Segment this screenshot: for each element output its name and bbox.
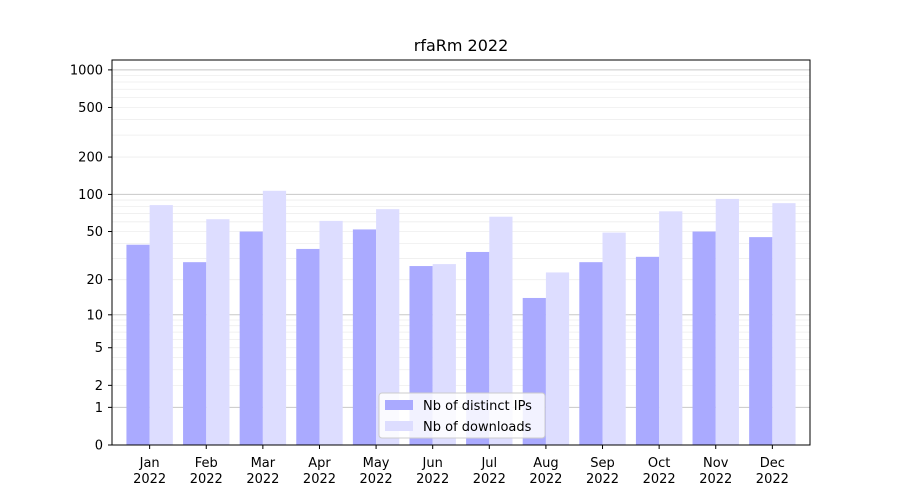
legend-label: Nb of distinct IPs — [423, 399, 532, 414]
bar-distinct-ips-may — [352, 229, 377, 445]
legend-label: Nb of downloads — [423, 420, 532, 435]
x-tick-sublabel: 2022 — [246, 472, 279, 487]
x-tick-sublabel: 2022 — [643, 472, 676, 487]
x-tick-label-jul: Jul — [480, 456, 497, 471]
y-axis: 0 1 2 5 10 20 50 100 200 500 1000 — [70, 63, 112, 454]
bar-distinct-ips-apr — [296, 248, 320, 445]
chart-title: rfaRm 2022 — [414, 36, 509, 55]
x-tick-label-apr: Apr — [308, 456, 331, 471]
y-tick-label: 200 — [78, 151, 103, 166]
bar-downloads-mar — [262, 190, 287, 445]
bar-distinct-ips-sep — [579, 262, 603, 445]
legend: Nb of distinct IPs Nb of downloads — [378, 392, 546, 439]
bar-distinct-ips-dec — [749, 237, 773, 445]
bar-downloads-dec — [772, 203, 796, 445]
bar-downloads-oct — [659, 211, 683, 445]
y-tick-label: 100 — [78, 188, 103, 203]
legend-swatch — [385, 400, 413, 410]
bar-downloads-sep — [602, 232, 626, 445]
y-tick-label: 1000 — [70, 63, 103, 78]
bar-downloads-may — [376, 209, 400, 445]
legend-swatch — [385, 421, 413, 431]
x-axis: Jan2022Feb2022Mar2022Apr2022May2022Jun20… — [133, 445, 789, 487]
x-tick-label-dec: Dec — [760, 456, 785, 471]
y-tick-label: 50 — [86, 225, 103, 240]
x-tick-label-oct: Oct — [648, 456, 670, 471]
x-tick-sublabel: 2022 — [133, 472, 166, 487]
x-tick-label-mar: Mar — [251, 456, 276, 471]
x-tick-label-sep: Sep — [590, 456, 615, 471]
x-tick-sublabel: 2022 — [303, 472, 336, 487]
bar-downloads-nov — [715, 198, 739, 445]
bar-downloads-jul — [489, 216, 513, 445]
bar-distinct-ips-mar — [239, 231, 263, 445]
y-tick-label: 1 — [95, 401, 103, 416]
bar-distinct-ips-nov — [692, 231, 716, 445]
y-tick-label: 0 — [95, 439, 103, 454]
x-tick-sublabel: 2022 — [699, 472, 732, 487]
bar-distinct-ips-jan — [126, 244, 150, 445]
x-tick-label-feb: Feb — [195, 456, 218, 471]
plot-frame — [111, 59, 811, 446]
x-tick-sublabel: 2022 — [756, 472, 789, 487]
x-tick-sublabel: 2022 — [190, 472, 223, 487]
bar-downloads-feb — [206, 219, 230, 445]
y-tick-label: 20 — [86, 273, 103, 288]
x-tick-sublabel: 2022 — [529, 472, 562, 487]
x-tick-sublabel: 2022 — [360, 472, 393, 487]
bar-downloads-jan — [149, 205, 173, 445]
x-tick-label-jun: Jun — [422, 456, 443, 471]
y-tick-label: 10 — [86, 308, 103, 323]
y-tick-label: 2 — [95, 379, 103, 394]
x-tick-sublabel: 2022 — [416, 472, 449, 487]
bar-downloads-aug — [545, 272, 570, 445]
x-tick-label-may: May — [363, 456, 390, 471]
bar-distinct-ips-oct — [635, 256, 660, 445]
bar-downloads-apr — [319, 220, 343, 445]
bar-distinct-ips-feb — [183, 262, 207, 445]
x-tick-label-aug: Aug — [533, 456, 558, 471]
x-tick-sublabel: 2022 — [473, 472, 506, 487]
y-tick-label: 5 — [95, 341, 103, 356]
x-tick-label-nov: Nov — [703, 456, 729, 471]
y-tick-label: 500 — [78, 101, 103, 116]
x-tick-sublabel: 2022 — [586, 472, 619, 487]
legend-box — [378, 392, 546, 439]
x-tick-label-jan: Jan — [139, 456, 160, 471]
